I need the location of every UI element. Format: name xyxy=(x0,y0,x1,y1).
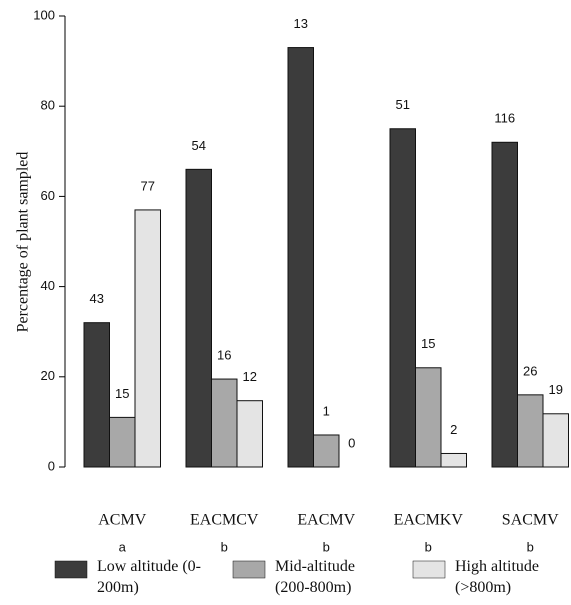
y-tick-label: 100 xyxy=(33,7,55,22)
bar xyxy=(109,416,136,468)
count-label: 15 xyxy=(115,386,129,401)
bar xyxy=(415,367,442,468)
group-letter: b xyxy=(425,539,432,554)
bar xyxy=(491,141,518,468)
x-tick-label: EACMV xyxy=(297,512,355,529)
bar xyxy=(83,322,110,468)
y-tick-label: 80 xyxy=(41,98,55,113)
legend-swatch xyxy=(412,560,446,579)
legend-swatch xyxy=(54,560,88,579)
bar xyxy=(517,394,544,468)
bar xyxy=(542,413,569,468)
group-letter: a xyxy=(119,539,127,554)
count-label: 19 xyxy=(549,382,563,397)
count-label: 116 xyxy=(494,111,515,126)
bar xyxy=(236,400,263,468)
count-label: 0 xyxy=(348,435,355,450)
x-tick-label: EACMCV xyxy=(190,512,259,529)
bar xyxy=(389,128,416,468)
count-label: 16 xyxy=(217,347,231,362)
y-tick-label: 60 xyxy=(41,188,55,203)
group-letter: b xyxy=(221,539,228,554)
count-label: 13 xyxy=(294,16,308,31)
x-tick-label: ACMV xyxy=(98,512,146,529)
y-tick-label: 20 xyxy=(41,368,55,383)
count-label: 54 xyxy=(192,138,206,153)
bar xyxy=(313,434,340,468)
group-letter: b xyxy=(527,539,534,554)
legend-label: Low altitude (0-200m) xyxy=(97,558,201,596)
group-letter: b xyxy=(323,539,330,554)
count-label: 12 xyxy=(243,369,257,384)
legend-label: High altitude (>800m) xyxy=(455,558,539,596)
count-label: 26 xyxy=(523,363,537,378)
count-label: 15 xyxy=(421,336,435,351)
count-label: 43 xyxy=(90,291,104,306)
y-tick-label: 40 xyxy=(41,278,55,293)
bar xyxy=(185,168,212,468)
legend-swatch xyxy=(232,560,266,579)
bar xyxy=(440,452,467,468)
count-label: 1 xyxy=(323,403,330,418)
y-tick-label: 0 xyxy=(48,458,55,473)
legend-label: Mid-altitude (200-800m) xyxy=(275,558,355,596)
x-tick-label: EACMKV xyxy=(394,512,464,529)
count-label: 77 xyxy=(141,178,155,193)
count-label: 2 xyxy=(450,422,457,437)
bar xyxy=(134,209,161,468)
bar xyxy=(287,47,314,468)
x-tick-label: SACMV xyxy=(502,512,559,529)
y-axis-label: Percentage of plant sampled xyxy=(15,152,32,333)
bar xyxy=(211,378,238,468)
count-label: 51 xyxy=(396,97,410,112)
